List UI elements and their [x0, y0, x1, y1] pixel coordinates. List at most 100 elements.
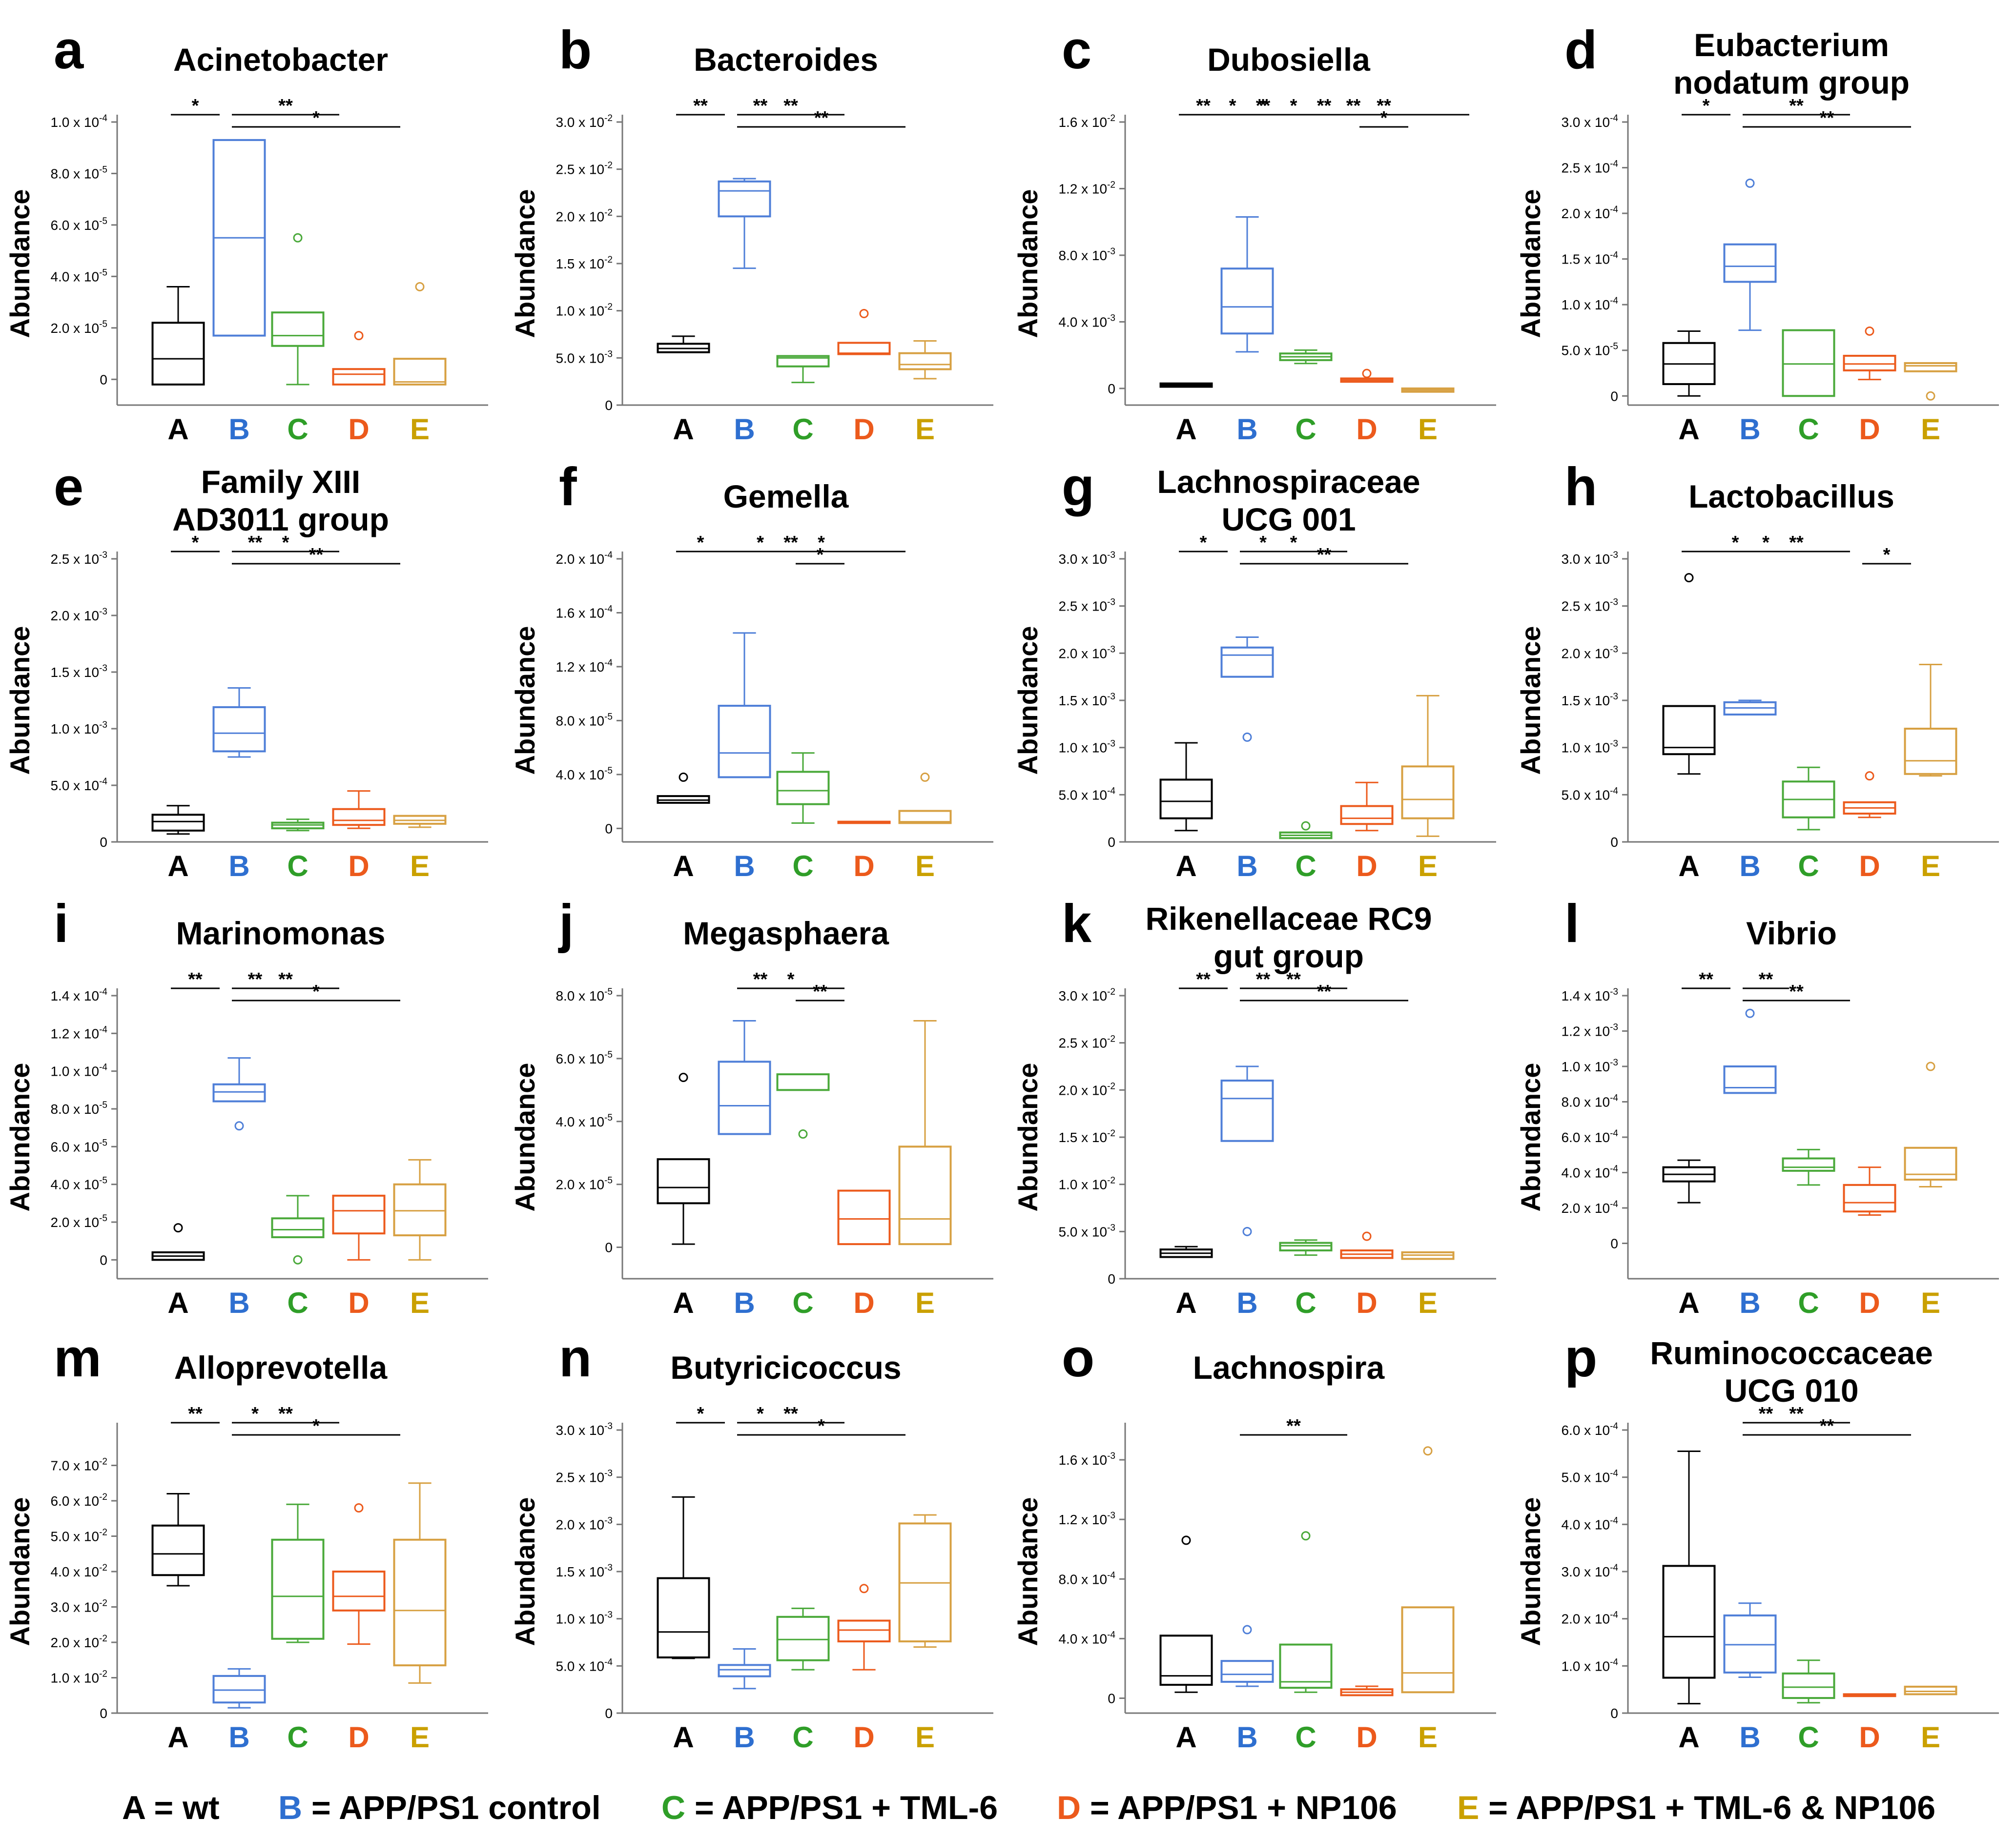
- category-label-D: D: [348, 413, 369, 446]
- box-iqr: [1159, 1635, 1213, 1686]
- legend-key-e: E: [1457, 1789, 1480, 1826]
- significance-label: *: [1380, 108, 1388, 128]
- y-tick-label: 1.5 x 10-2: [555, 255, 613, 271]
- y-tick-exponent: -2: [1107, 1034, 1115, 1044]
- panel-title: Rikenellaceae RC9: [1145, 900, 1432, 937]
- panel-letter: e: [54, 457, 83, 517]
- y-tick-exponent: -5: [99, 267, 107, 278]
- y-tick-exponent: -5: [99, 1138, 107, 1148]
- panel-letter: h: [1564, 457, 1597, 517]
- box-E: [1904, 664, 1957, 777]
- y-tick-exponent: -4: [1610, 1563, 1618, 1573]
- category-label-D: D: [853, 1287, 874, 1319]
- box-D: [1340, 368, 1394, 383]
- y-tick-exponent: -3: [1610, 1058, 1618, 1068]
- y-tick-exponent: -5: [99, 164, 107, 175]
- y-tick-label: 1.2 x 10-3: [1058, 1511, 1115, 1527]
- significance-label: *: [312, 108, 320, 128]
- y-tick-exponent: -3: [1107, 692, 1115, 702]
- panel-title: AD3011 group: [172, 501, 389, 537]
- y-tick-label: 0: [1610, 1236, 1618, 1251]
- outlier-point: [1865, 771, 1874, 781]
- category-label-B: B: [734, 1287, 755, 1319]
- significance-bar: *: [1862, 545, 1911, 565]
- box-iqr: [898, 352, 952, 370]
- y-tick-label: 8.0 x 10-3: [1058, 246, 1115, 263]
- y-tick-label: 2.0 x 10-2: [555, 207, 613, 224]
- box-A: [1662, 573, 1716, 775]
- significance-label: **: [188, 969, 203, 990]
- panel-title: Lactobacillus: [1688, 478, 1894, 514]
- significance-label: *: [787, 969, 795, 990]
- y-tick-label: 1.5 x 10-4: [1561, 250, 1618, 267]
- significance-label: **: [693, 96, 708, 116]
- box-C: [1782, 766, 1835, 831]
- category-label-E: E: [1418, 1721, 1438, 1754]
- y-tick-label: 2.5 x 10-2: [555, 161, 613, 177]
- outlier-point: [1362, 1231, 1372, 1241]
- significance-label: *: [192, 532, 199, 553]
- y-tick-label: 1.0 x 10-3: [1058, 739, 1115, 756]
- box-A: [1159, 1246, 1213, 1258]
- box-E: [393, 1482, 447, 1684]
- y-tick-label: 0: [605, 1240, 613, 1255]
- panel-l: l Vibrio Abundance 0 2.0 x 10-4 4.0 x 10-4 6.0…: [1515, 894, 1999, 1319]
- box-iqr: [1662, 1565, 1716, 1679]
- box-E: [393, 1159, 447, 1261]
- significance-label: **: [248, 969, 263, 990]
- y-tick-label: 0: [1610, 1706, 1618, 1721]
- panel-letter: b: [559, 20, 592, 80]
- y-tick-label: 2.5 x 10-3: [1058, 597, 1115, 614]
- y-tick-label: 4.0 x 10-5: [555, 1113, 613, 1129]
- panel-j: j Megasphaera Abundance 0 2.0 x 10-5 4.0 x 10…: [510, 894, 993, 1319]
- box-E: [898, 772, 952, 824]
- y-tick-exponent: -4: [1610, 786, 1618, 796]
- box-iqr: [898, 1145, 952, 1246]
- category-label-E: E: [1921, 1721, 1940, 1754]
- significance-label: **: [188, 1404, 203, 1424]
- significance-label: *: [757, 532, 764, 553]
- box-E: [1904, 1685, 1957, 1696]
- y-tick-label: 3.0 x 10-3: [1561, 550, 1618, 567]
- panel-letter: l: [1564, 894, 1580, 954]
- category-label-B: B: [1236, 413, 1257, 446]
- y-tick-label: 2.0 x 10-4: [1561, 204, 1618, 221]
- category-label-B: B: [228, 850, 249, 882]
- category-label-D: D: [853, 413, 874, 446]
- significance-label: **: [278, 1404, 293, 1424]
- box-D: [332, 1194, 386, 1261]
- box-B: [212, 1668, 266, 1709]
- category-label-B: B: [228, 413, 249, 446]
- significance-label: **: [278, 969, 293, 990]
- y-tick-label: 3.0 x 10-2: [555, 113, 613, 130]
- y-axis-label: Abundance: [4, 1497, 35, 1646]
- y-tick-exponent: -4: [1610, 113, 1618, 123]
- box-iqr: [332, 808, 386, 826]
- box-A: [657, 1496, 710, 1659]
- box-E: [898, 1514, 952, 1648]
- y-tick-exponent: -3: [1107, 1511, 1115, 1521]
- box-B: [718, 1648, 771, 1690]
- outlier-point: [1684, 573, 1694, 583]
- box-A: [151, 805, 205, 835]
- significance-bar: **: [676, 96, 725, 116]
- y-tick-label: 0: [1108, 381, 1115, 396]
- box-C: [271, 1503, 325, 1643]
- significance-label: **: [1789, 1404, 1804, 1424]
- box-iqr: [1843, 1184, 1896, 1213]
- y-tick-label: 5.0 x 10-4: [1058, 786, 1115, 802]
- category-label-A: A: [673, 1721, 694, 1754]
- y-tick-label: 2.0 x 10-3: [1561, 644, 1618, 661]
- category-label-E: E: [1921, 850, 1940, 882]
- y-tick-label: 1.5 x 10-3: [50, 663, 107, 680]
- figure-panels: a Acinetobacter Abundance 0 2.0 x 10-5 4.0 x …: [4, 20, 1999, 1754]
- y-tick-exponent: -3: [99, 607, 107, 617]
- y-tick-label: 0: [1108, 1271, 1115, 1287]
- box-B: [718, 1020, 771, 1135]
- y-tick-exponent: -3: [1107, 313, 1115, 323]
- legend-text-e: = APP/PS1 + TML-6 & NP106: [1488, 1789, 1936, 1826]
- category-label-D: D: [348, 1721, 369, 1754]
- box-iqr: [1220, 646, 1274, 678]
- box-E: [898, 340, 952, 380]
